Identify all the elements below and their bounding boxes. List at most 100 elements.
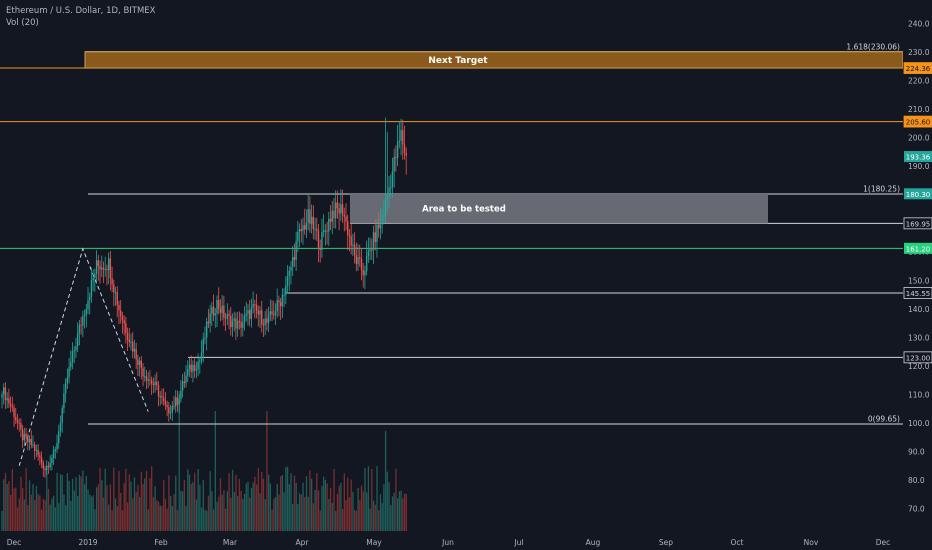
volume-bar — [261, 472, 263, 531]
candle-body — [309, 209, 311, 224]
volume-bar — [71, 478, 74, 531]
volume-bar — [111, 510, 113, 531]
volume-bar — [391, 496, 394, 531]
level-price-tag — [903, 115, 932, 128]
candle-body — [181, 381, 184, 391]
volume-bar — [311, 478, 313, 531]
volume-bar — [283, 492, 285, 531]
volume-bar — [317, 490, 320, 531]
volume-bar — [216, 501, 218, 531]
volume-bar — [47, 488, 50, 531]
price-axis-background[interactable] — [903, 0, 932, 550]
time-tick-label: Mar — [223, 538, 238, 547]
volume-bars — [1, 391, 407, 531]
volume-bar — [178, 391, 180, 531]
volume-bar — [214, 411, 216, 531]
candle-body — [133, 348, 136, 352]
time-axis-background[interactable] — [0, 531, 932, 550]
candle-body — [233, 318, 235, 321]
candle-body — [113, 284, 115, 293]
volume-bar — [106, 485, 108, 531]
candle-body — [221, 305, 223, 313]
volume-bar — [357, 487, 359, 531]
time-tick-label: Feb — [154, 538, 168, 547]
volume-bar — [163, 480, 165, 531]
volume-bar — [144, 478, 146, 531]
dashed-trendline[interactable] — [18, 247, 149, 466]
candle-body — [73, 350, 75, 352]
candle-body — [80, 324, 82, 326]
current-price-text: 193.36 — [906, 154, 931, 162]
volume-bar — [259, 493, 261, 531]
volume-bar — [405, 493, 407, 531]
candle-body — [61, 408, 63, 423]
candle-body — [114, 292, 117, 294]
candle-body — [338, 208, 340, 214]
candle-body — [219, 308, 222, 313]
volume-bar — [341, 508, 344, 531]
volume-bar — [255, 484, 258, 531]
candle-body — [285, 285, 287, 295]
candle-body — [118, 304, 120, 311]
candle-body — [248, 310, 251, 319]
candle-body — [390, 187, 392, 189]
candle-body — [223, 305, 225, 318]
volume-bar — [274, 497, 277, 531]
candle-body — [209, 313, 211, 324]
candle-body — [312, 216, 315, 230]
volume-bar — [40, 509, 43, 531]
volume-bar — [132, 498, 134, 531]
volume-bar — [118, 470, 120, 531]
volume-bar — [374, 504, 376, 531]
candle-body — [156, 381, 158, 386]
volume-bar — [188, 474, 191, 531]
candle-body — [63, 393, 65, 409]
candle-body — [106, 269, 108, 271]
volume-bar — [206, 510, 208, 531]
volume-bar — [123, 483, 125, 531]
volume-bar — [276, 483, 278, 531]
volume-indicator-label[interactable]: Vol (20) — [6, 18, 39, 28]
candle-body — [159, 396, 161, 398]
candle-body — [76, 333, 79, 347]
volume-bar — [85, 475, 87, 531]
volume-bar — [152, 497, 155, 531]
volume-bar — [173, 494, 175, 531]
candle-body — [257, 310, 259, 315]
candle-body — [357, 257, 359, 264]
candle-body — [216, 299, 218, 314]
volume-bar — [340, 482, 342, 531]
volume-bar — [51, 498, 53, 531]
candle-body — [236, 320, 239, 329]
candle-body — [386, 196, 388, 200]
candle-body — [245, 313, 247, 316]
volume-bar — [66, 473, 69, 531]
candle-body — [288, 270, 290, 277]
volume-bar — [166, 508, 168, 531]
volume-bar — [233, 491, 235, 531]
area-to-be-tested-zone[interactable] — [350, 193, 768, 224]
candle-body — [400, 130, 402, 141]
candle-body — [384, 199, 387, 216]
volume-bar — [90, 496, 93, 531]
time-tick-label: Aug — [586, 538, 601, 547]
candle-body — [224, 317, 227, 319]
candle-body — [180, 390, 182, 400]
candle-body — [348, 235, 351, 237]
candle-body — [9, 403, 12, 406]
next-target-zone[interactable] — [84, 51, 904, 69]
level-price-text: 205.60 — [906, 119, 931, 127]
volume-bar — [180, 490, 182, 531]
symbol-title[interactable]: Ethereum / U.S. Dollar, 1D, BITMEX — [6, 6, 156, 16]
candle-body — [20, 423, 22, 430]
volume-bar — [384, 431, 387, 531]
volume-bar — [194, 472, 196, 531]
volume-bar — [151, 466, 153, 531]
candle-body — [169, 412, 172, 414]
candle-body — [403, 144, 406, 154]
candle-body — [6, 398, 8, 401]
volume-bar — [183, 479, 186, 531]
volume-bar — [223, 490, 225, 531]
volume-bar — [378, 510, 380, 531]
